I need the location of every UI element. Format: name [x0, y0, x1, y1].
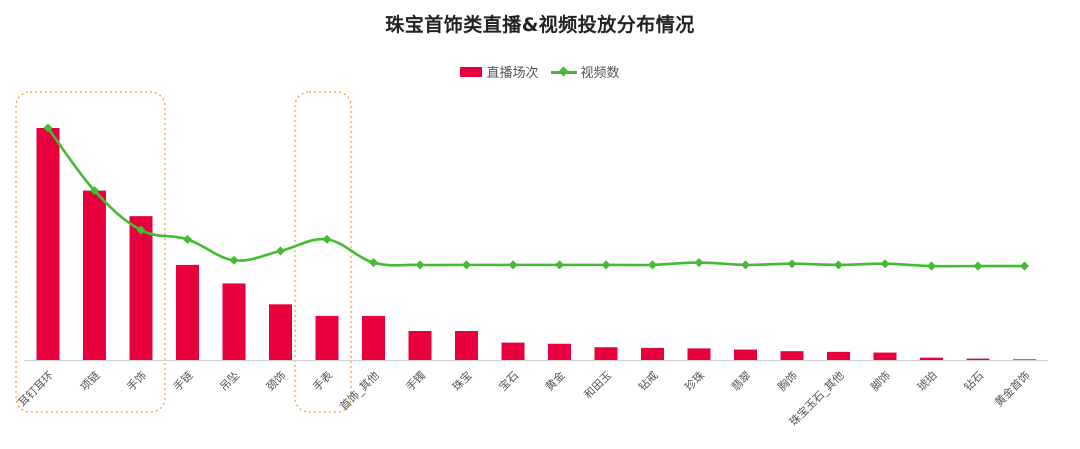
line-point-1[interactable] [89, 186, 100, 196]
bar-8[interactable] [408, 331, 432, 360]
bar-16[interactable] [780, 351, 804, 360]
line-point-0[interactable] [43, 123, 53, 133]
legend-bar-swatch [460, 66, 483, 77]
line-point-4[interactable] [229, 255, 239, 265]
legend-item-line[interactable]: 视频数 [550, 62, 620, 81]
line-point-17[interactable] [833, 260, 844, 270]
tick-layer: 耳钉耳环 项链 手饰 手链 吊坠 颈饰 手表 首饰_其他 手镯 珠宝 宝石 黄金 和田玉 钻戒 珍珠 翡翠 胸饰… [16, 368, 1033, 428]
bar-0[interactable] [36, 128, 60, 360]
highlight-box-0 [15, 91, 166, 413]
x-tick-label-5: 颈饰 [263, 368, 288, 393]
bar-18[interactable] [873, 352, 897, 360]
x-tick-label-21: 黄金首饰 [992, 368, 1033, 409]
bar-13[interactable] [641, 347, 664, 360]
x-tick-label-4: 吊坠 [217, 369, 242, 394]
x-tick-label-18: 脚饰 [868, 368, 893, 393]
x-tick-label-10: 宝石 [496, 368, 521, 393]
x-tick-label-12: 和田玉 [582, 369, 615, 402]
bar-3[interactable] [176, 264, 199, 360]
line-point-6[interactable] [322, 234, 332, 244]
line-point-12[interactable] [601, 260, 611, 270]
x-tick-label-2: 手饰 [124, 368, 149, 393]
bar-7[interactable] [362, 315, 385, 360]
highlight-box-1 [294, 91, 352, 413]
line-layer [43, 123, 1030, 271]
legend-bar-label: 直播场次 [486, 66, 539, 81]
bar-17[interactable] [827, 351, 850, 360]
x-tick-label-1: 项链 [77, 368, 102, 393]
line-point-8[interactable] [415, 260, 425, 270]
line-point-5[interactable] [275, 246, 286, 256]
bar-4[interactable] [222, 283, 246, 360]
bar-10[interactable] [501, 342, 525, 360]
chart-title: 珠宝首饰类直播&视频投放分布情况 [385, 14, 695, 36]
line-point-18[interactable] [880, 259, 890, 269]
x-tick-label-7: 首饰_其他 [337, 368, 382, 413]
line-series-path [46, 127, 1025, 268]
chart-legend: 直播场次 视频数 [0, 62, 1080, 81]
bar-6[interactable] [315, 315, 339, 360]
legend-item-bars[interactable]: 直播场次 [460, 62, 539, 81]
line-point-15[interactable] [740, 260, 751, 270]
x-tick-label-20: 钻石 [961, 368, 986, 393]
x-tick-label-14: 珍珠 [682, 368, 707, 393]
bar-15[interactable] [734, 349, 757, 360]
x-tick-label-3: 手链 [170, 368, 195, 393]
line-point-11[interactable] [554, 260, 565, 270]
line-point-16[interactable] [787, 259, 797, 269]
x-tick-label-15: 翡翠 [729, 369, 754, 394]
line-point-7[interactable] [368, 258, 379, 268]
bar-20[interactable] [966, 358, 990, 360]
line-point-10[interactable] [508, 260, 518, 270]
bar-21[interactable] [1013, 359, 1036, 360]
line-point-21[interactable] [1019, 261, 1030, 271]
line-point-13[interactable] [647, 260, 658, 270]
x-tick-label-19: 琥珀 [914, 368, 939, 393]
x-tick-label-11: 黄金 [542, 368, 567, 393]
line-point-2[interactable] [136, 225, 146, 235]
line-point-9[interactable] [461, 260, 472, 270]
bar-14[interactable] [687, 348, 711, 360]
x-tick-label-9: 珠宝 [449, 368, 474, 393]
bar-9[interactable] [455, 331, 478, 360]
x-tick-label-16: 胸饰 [775, 368, 800, 393]
line-point-14[interactable] [694, 258, 704, 268]
line-point-20[interactable] [973, 261, 983, 271]
legend-line-label: 视频数 [580, 66, 620, 81]
highlight-layer [15, 91, 352, 413]
bar-12[interactable] [594, 347, 618, 360]
line-point-3[interactable] [182, 234, 193, 244]
x-tick-label-13: 钻戒 [635, 368, 660, 393]
x-tick-label-8: 手镯 [403, 368, 428, 393]
bar-1[interactable] [83, 190, 106, 360]
bar-2[interactable] [129, 216, 153, 360]
bar-layer [36, 128, 1036, 360]
bar-11[interactable] [548, 343, 571, 360]
bar-5[interactable] [269, 304, 292, 360]
legend-line-swatch [550, 66, 577, 77]
x-tick-label-0: 耳钉耳环 [16, 369, 56, 409]
line-point-19[interactable] [926, 261, 937, 271]
bar-19[interactable] [920, 357, 943, 360]
x-tick-label-6: 手表 [310, 368, 335, 393]
